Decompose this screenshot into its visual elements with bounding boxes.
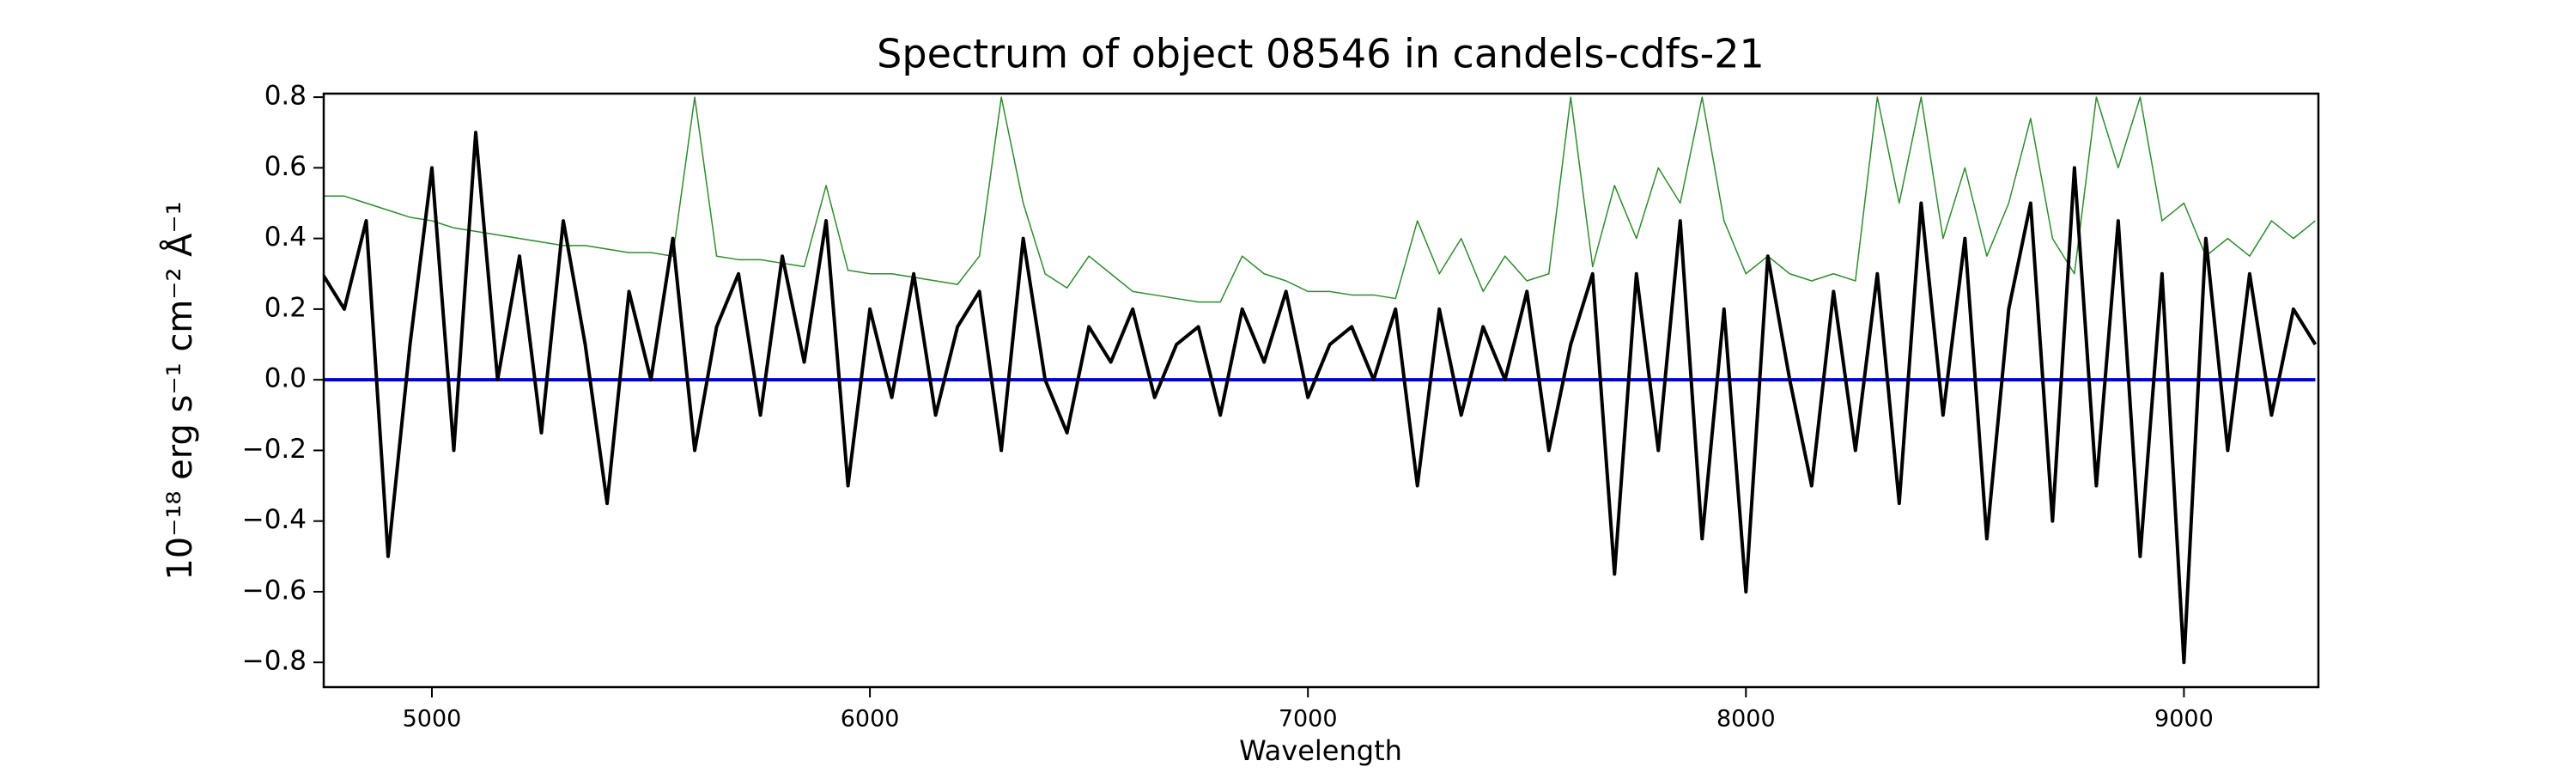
x-tick-label: 8000 xyxy=(1716,706,1776,733)
x-tick-label: 9000 xyxy=(2154,706,2214,733)
x-axis-label: Wavelength xyxy=(1239,734,1402,767)
y-axis-label: 10⁻¹⁸ erg s⁻¹ cm⁻² Å⁻¹ xyxy=(159,201,200,580)
y-tick-label: 0.8 xyxy=(264,81,307,112)
y-tick-label: −0.6 xyxy=(242,575,307,606)
x-tick-label: 6000 xyxy=(841,706,900,733)
y-tick-label: −0.8 xyxy=(242,646,307,677)
y-tick-label: 0.2 xyxy=(264,292,307,323)
chart-title: Spectrum of object 08546 in candels-cdfs… xyxy=(877,31,1765,77)
y-tick-label: −0.4 xyxy=(242,504,307,535)
x-tick-label: 5000 xyxy=(403,706,462,733)
spectrum-line xyxy=(324,131,2318,665)
y-tick-label: 0.0 xyxy=(264,363,307,394)
y-tick-label: −0.2 xyxy=(242,434,307,465)
axes-frame xyxy=(322,92,2320,689)
plot-area xyxy=(324,96,2318,665)
x-tick-label: 7000 xyxy=(1279,706,1338,733)
y-tick-label: 0.6 xyxy=(264,151,307,182)
spectrum-line xyxy=(324,96,2316,303)
y-tick-label: 0.4 xyxy=(264,222,307,253)
